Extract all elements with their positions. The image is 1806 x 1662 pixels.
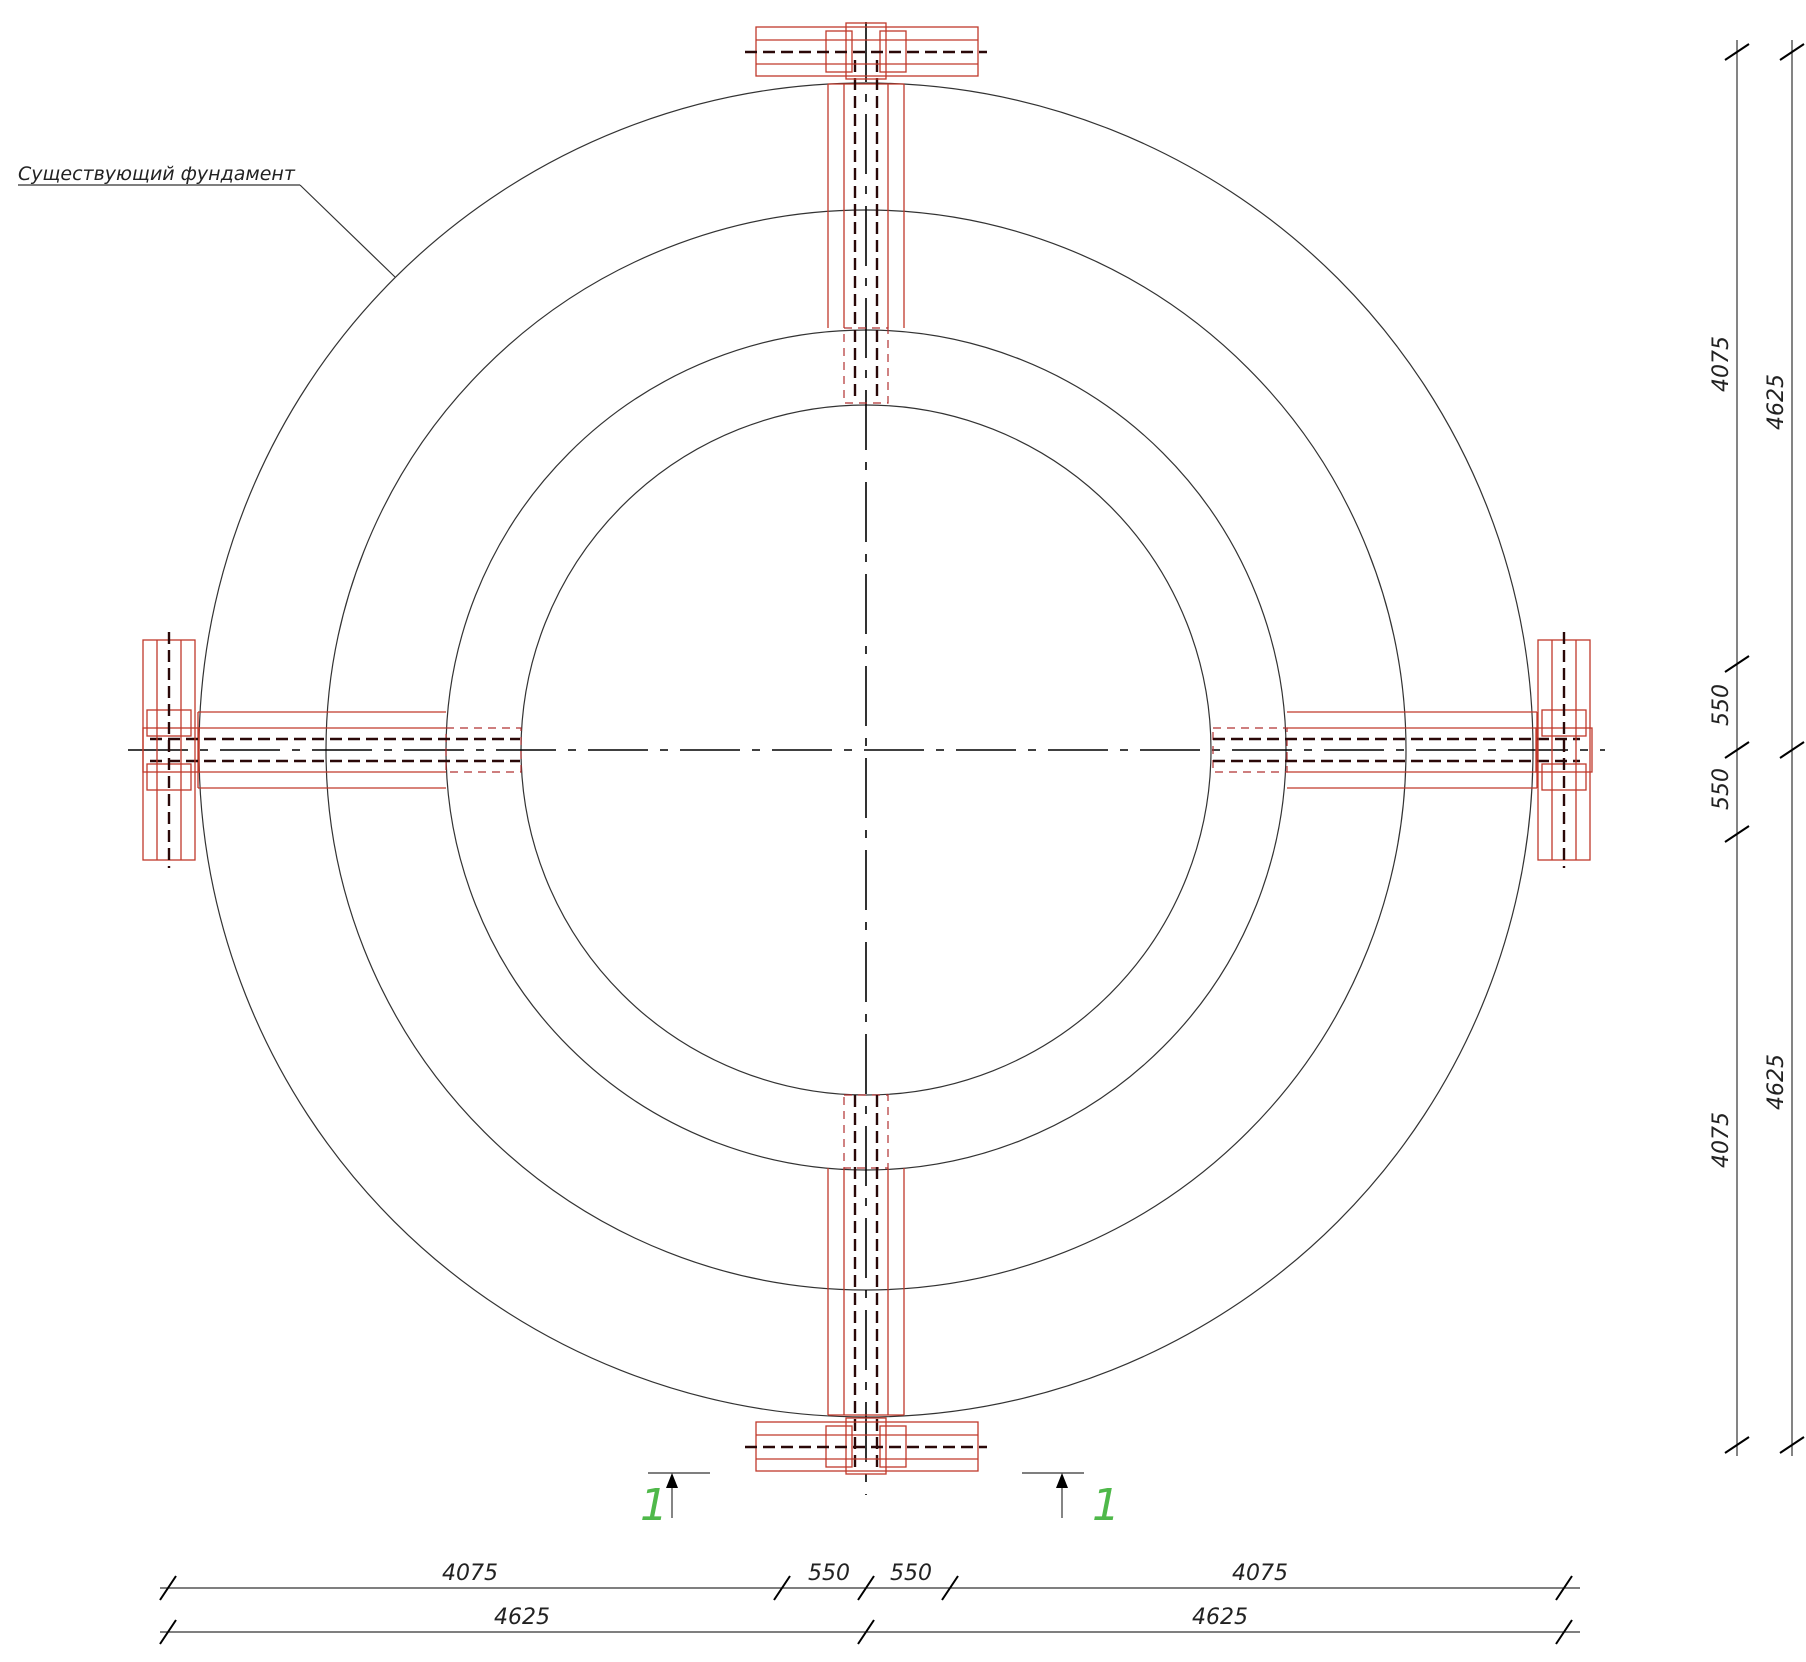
bottom-dimensions: 4075 550 550 4075 4625 4625 xyxy=(159,1561,1580,1645)
dim-right-550-top: 550 xyxy=(1709,684,1734,726)
right-dimensions: 4075 550 550 4075 4625 4625 xyxy=(1709,40,1805,1456)
left-beam xyxy=(142,632,522,868)
existing-foundation-callout: Существующий фундамент xyxy=(18,163,396,278)
dim-bottom-4075-left: 4075 xyxy=(442,1561,498,1586)
bottom-ticks xyxy=(159,1575,1573,1645)
dim-bottom-4625-right: 4625 xyxy=(1192,1605,1248,1630)
dim-right-4075-top: 4075 xyxy=(1709,336,1734,392)
section-mark-label-left: 1 xyxy=(640,1480,668,1531)
bottom-beam xyxy=(745,1094,987,1475)
dim-right-4075-bottom: 4075 xyxy=(1709,1112,1734,1168)
dim-bottom-550-left: 550 xyxy=(808,1561,850,1586)
dim-right-550-bottom: 550 xyxy=(1709,768,1734,810)
center-axes xyxy=(128,22,1605,1495)
dim-bottom-4075-right: 4075 xyxy=(1232,1561,1288,1586)
top-beam xyxy=(745,22,987,404)
dim-bottom-550-right: 550 xyxy=(890,1561,932,1586)
section-mark-label-right: 1 xyxy=(1092,1480,1120,1531)
callout-label: Существующий фундамент xyxy=(18,163,296,185)
section-marks: 1 1 xyxy=(640,1472,1120,1531)
dim-bottom-4625-left: 4625 xyxy=(494,1605,550,1630)
dim-right-4625-bottom: 4625 xyxy=(1764,1054,1789,1110)
right-beam xyxy=(1212,632,1593,868)
dim-right-4625-top: 4625 xyxy=(1764,374,1789,430)
right-ticks xyxy=(1724,43,1805,1454)
